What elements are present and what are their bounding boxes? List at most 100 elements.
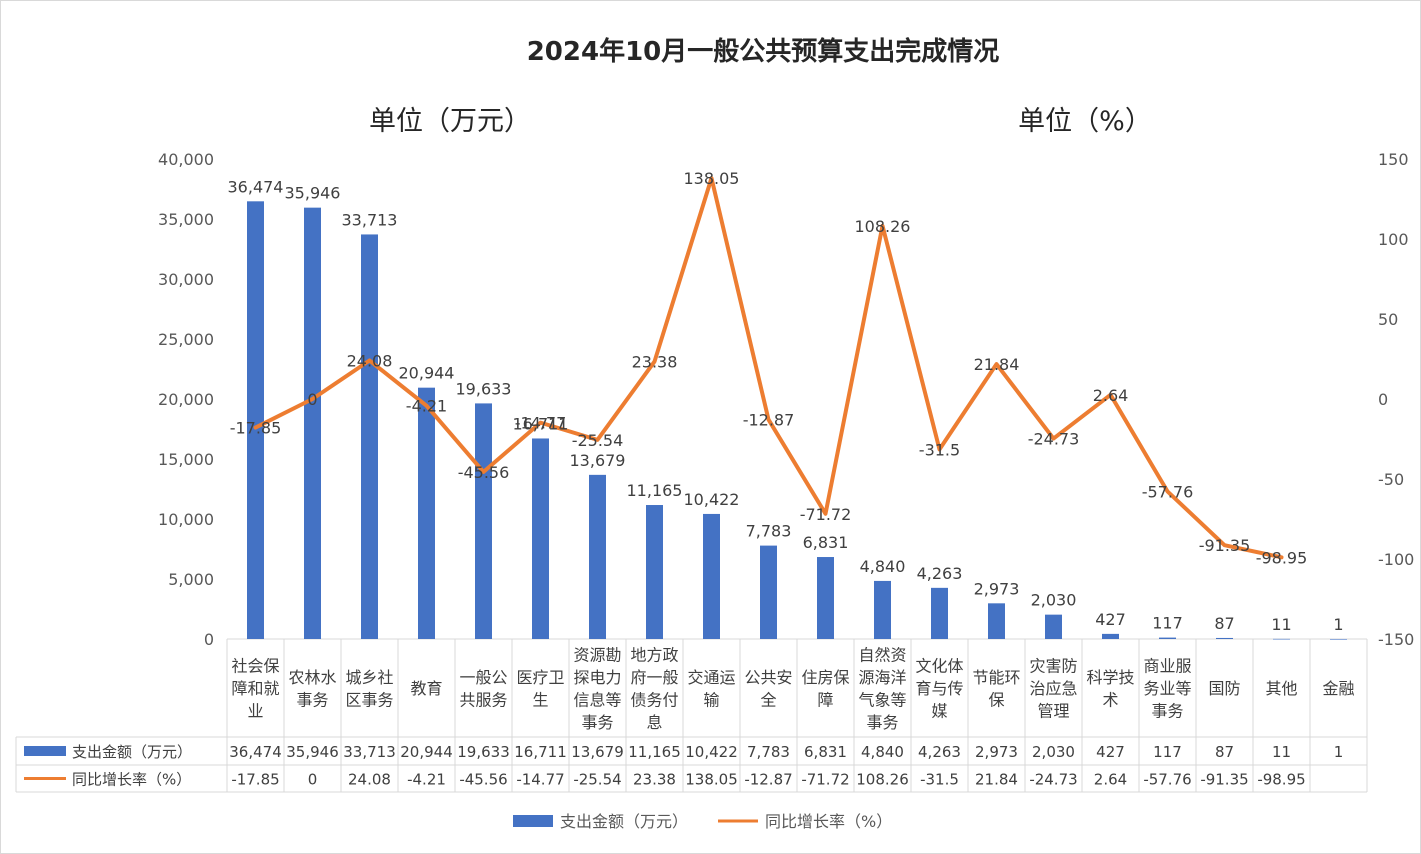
category-label: 科学技术 xyxy=(1086,668,1134,710)
left-tick-label: 35,000 xyxy=(158,210,214,229)
bar-value-label: 1 xyxy=(1333,615,1343,634)
category-label: 资源勘探电力信息等事务 xyxy=(573,645,621,732)
bar-value-label: 11,165 xyxy=(627,481,683,500)
category-label: 交通运输 xyxy=(687,668,735,710)
table-cell-amount: 1 xyxy=(1334,743,1344,761)
table-cell-growth: -91.35 xyxy=(1200,771,1248,789)
bar-value-label: 33,713 xyxy=(342,210,398,229)
category-label: 农林水事务 xyxy=(288,668,336,710)
table-cell-growth: -57.76 xyxy=(1143,771,1191,789)
table-bar-key xyxy=(24,746,66,756)
table-cell-amount: 13,679 xyxy=(571,743,624,761)
line-value-label: -24.73 xyxy=(1028,430,1080,449)
bar-value-label: 35,946 xyxy=(285,184,341,203)
chart-title: 2024年10月一般公共预算支出完成情况 xyxy=(527,36,1000,67)
right-tick-label: 150 xyxy=(1378,150,1409,169)
left-axis-ticks: 0 5,000 10,000 15,000 20,000 25,000 30,000 35,0… xyxy=(158,150,214,649)
line-value-label: -57.76 xyxy=(1142,482,1194,501)
legend: 支出金额（万元） 同比增长率（%） xyxy=(513,812,892,831)
line-value-label: 108.26 xyxy=(855,217,911,236)
table-cell-amount: 36,474 xyxy=(229,743,282,761)
bar-value-label: 19,633 xyxy=(456,379,512,398)
table-cell-amount: 16,711 xyxy=(514,743,567,761)
left-tick-label: 25,000 xyxy=(158,330,214,349)
right-axis-ticks: 150 100 50 0 -50 -100 -150 xyxy=(1378,150,1414,649)
bar xyxy=(646,505,663,639)
table-cell-amount: 6,831 xyxy=(804,743,847,761)
bar xyxy=(247,201,264,639)
category-label: 一般公共服务 xyxy=(459,668,507,710)
category-label: 金融 xyxy=(1322,679,1354,698)
category-label: 社会保障和就业 xyxy=(231,657,279,721)
table-cell-growth: -71.72 xyxy=(801,771,849,789)
growth-line xyxy=(253,176,1284,560)
bar xyxy=(874,580,891,639)
table-cell-growth: 108.26 xyxy=(856,771,909,789)
line-value-label: 0 xyxy=(307,390,317,409)
table-cell-amount: 10,422 xyxy=(685,743,738,761)
table-cell-growth: -45.56 xyxy=(459,771,507,789)
category-label: 城乡社区事务 xyxy=(345,668,393,710)
bar-value-label: 4,840 xyxy=(860,557,906,576)
category-label: 商业服务业等事务 xyxy=(1143,657,1191,721)
bar xyxy=(475,403,492,639)
left-axis-unit: 单位（万元） xyxy=(369,106,531,137)
bar-value-label: 117 xyxy=(1152,614,1183,633)
bar xyxy=(760,545,777,639)
table-cell-amount: 427 xyxy=(1096,743,1125,761)
bar xyxy=(418,387,435,639)
category-label: 国防 xyxy=(1208,679,1240,698)
left-tick-label: 40,000 xyxy=(158,150,214,169)
line-value-label: -17.85 xyxy=(230,419,282,438)
table-cell-growth: 21.84 xyxy=(975,771,1018,789)
right-tick-label: -150 xyxy=(1378,630,1414,649)
table-cell-growth: 0 xyxy=(308,771,318,789)
category-label: 公共安全 xyxy=(744,668,792,710)
category-label: 其他 xyxy=(1265,679,1297,698)
left-tick-label: 20,000 xyxy=(158,390,214,409)
legend-bar-label: 支出金额（万元） xyxy=(560,812,688,831)
table-cell-growth: -4.21 xyxy=(407,771,446,789)
line-value-label: -71.72 xyxy=(800,505,852,524)
legend-line-label: 同比增长率（%） xyxy=(765,812,892,831)
bar-value-label: 13,679 xyxy=(570,451,626,470)
table-cell-amount: 11,165 xyxy=(628,743,681,761)
table-cell-amount: 7,783 xyxy=(747,743,790,761)
legend-bar-key xyxy=(513,815,553,827)
right-tick-label: -100 xyxy=(1378,550,1414,569)
line-value-label: 21.84 xyxy=(974,355,1020,374)
table-cell-amount: 19,633 xyxy=(457,743,510,761)
category-label: 住房保障 xyxy=(801,668,849,710)
category-label: 医疗卫生 xyxy=(516,668,564,710)
table-cell-growth: -25.54 xyxy=(573,771,621,789)
bar xyxy=(817,557,834,639)
table-cell-amount: 2,030 xyxy=(1032,743,1075,761)
bar xyxy=(931,587,948,639)
category-label: 自然资源海洋气象等事务 xyxy=(858,645,906,732)
table-cell-amount: 117 xyxy=(1153,743,1182,761)
line-value-label: 24.08 xyxy=(347,351,393,370)
table-cell-growth: 23.38 xyxy=(633,771,676,789)
category-label: 灾害防治应急管理 xyxy=(1029,657,1077,721)
data-table: 社会保障和就业农林水事务城乡社区事务教育一般公共服务医疗卫生资源勘探电力信息等事… xyxy=(15,638,1368,793)
right-tick-label: 0 xyxy=(1378,390,1388,409)
bar-value-label: 10,422 xyxy=(684,490,740,509)
line-value-label: -14.77 xyxy=(515,414,567,433)
bar-value-label: 11 xyxy=(1271,615,1291,634)
table-cell-amount: 20,944 xyxy=(400,743,453,761)
bar xyxy=(1045,614,1062,639)
line-value-label: -25.54 xyxy=(572,431,624,450)
bar-series xyxy=(247,201,1347,640)
line-value-label: -4.21 xyxy=(406,397,447,416)
table-cell-growth: 138.05 xyxy=(685,771,738,789)
table-cell-amount: 35,946 xyxy=(286,743,339,761)
bar xyxy=(1159,637,1176,639)
table-cell-growth: -98.95 xyxy=(1257,771,1305,789)
line-value-label: 138.05 xyxy=(684,169,740,188)
category-label: 教育 xyxy=(410,679,442,698)
table-cell-growth: -31.5 xyxy=(920,771,959,789)
bar xyxy=(304,207,321,639)
left-tick-label: 15,000 xyxy=(158,450,214,469)
table-cell-growth: 2.64 xyxy=(1094,771,1127,789)
